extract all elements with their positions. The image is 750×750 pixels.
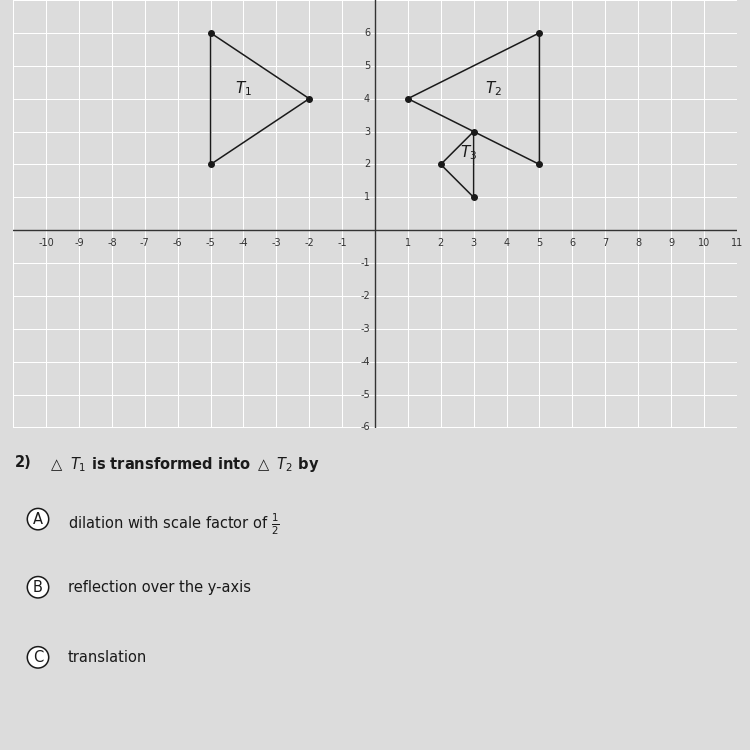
Text: 2: 2 xyxy=(438,238,444,248)
Text: -3: -3 xyxy=(361,324,370,334)
Text: -4: -4 xyxy=(361,357,370,367)
Text: -2: -2 xyxy=(304,238,314,248)
Text: $T_3$: $T_3$ xyxy=(460,143,477,162)
Text: -5: -5 xyxy=(206,238,215,248)
Text: -4: -4 xyxy=(238,238,248,248)
Text: reflection over the y-axis: reflection over the y-axis xyxy=(68,580,251,595)
Text: B: B xyxy=(33,580,43,595)
Text: -1: -1 xyxy=(361,258,370,268)
Text: C: C xyxy=(33,650,43,664)
Text: 2): 2) xyxy=(15,454,32,470)
Text: -9: -9 xyxy=(74,238,84,248)
Text: 2: 2 xyxy=(364,160,370,170)
Text: 3: 3 xyxy=(364,127,370,136)
Text: -5: -5 xyxy=(360,389,370,400)
Text: 1: 1 xyxy=(405,238,411,248)
Text: 5: 5 xyxy=(364,61,370,70)
Text: $T_1$: $T_1$ xyxy=(235,80,252,98)
Text: 3: 3 xyxy=(470,238,477,248)
Text: -2: -2 xyxy=(360,291,370,301)
Text: 9: 9 xyxy=(668,238,674,248)
Text: 6: 6 xyxy=(364,28,370,38)
Text: -1: -1 xyxy=(338,238,347,248)
Text: 10: 10 xyxy=(698,238,710,248)
Text: -6: -6 xyxy=(361,422,370,433)
Text: 1: 1 xyxy=(364,192,370,202)
Text: 5: 5 xyxy=(536,238,542,248)
Text: -10: -10 xyxy=(38,238,54,248)
Text: A: A xyxy=(33,512,43,526)
Text: 6: 6 xyxy=(569,238,575,248)
Text: 7: 7 xyxy=(602,238,608,248)
Text: -3: -3 xyxy=(272,238,281,248)
Text: 8: 8 xyxy=(635,238,641,248)
Text: -8: -8 xyxy=(107,238,117,248)
Text: 4: 4 xyxy=(503,238,509,248)
Text: 11: 11 xyxy=(730,238,742,248)
Text: translation: translation xyxy=(68,650,147,664)
Text: $\triangle$ $T_1$ is transformed into $\triangle$ $T_2$ by: $\triangle$ $T_1$ is transformed into $\… xyxy=(48,454,320,473)
Text: dilation with scale factor of $\frac{1}{2}$: dilation with scale factor of $\frac{1}{… xyxy=(68,512,280,537)
Text: -6: -6 xyxy=(173,238,182,248)
Text: $T_2$: $T_2$ xyxy=(485,80,502,98)
Text: 4: 4 xyxy=(364,94,370,104)
Text: -7: -7 xyxy=(140,238,150,248)
